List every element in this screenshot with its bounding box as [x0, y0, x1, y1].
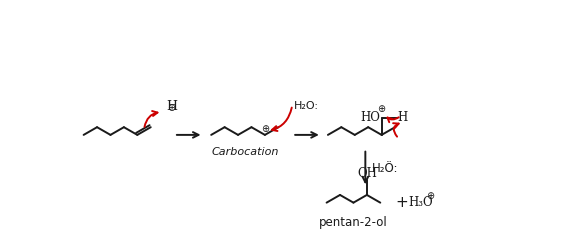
- Text: H₂O:: H₂O:: [294, 101, 319, 111]
- Text: ⊕: ⊕: [261, 124, 269, 135]
- Text: H: H: [166, 99, 177, 112]
- Text: Carbocation: Carbocation: [211, 147, 278, 157]
- Text: H: H: [397, 111, 408, 124]
- Text: H₂Ö:: H₂Ö:: [372, 161, 398, 174]
- Text: H₃O: H₃O: [408, 196, 433, 209]
- Text: pentan-2-ol: pentan-2-ol: [319, 216, 388, 229]
- Text: +: +: [396, 195, 408, 210]
- Text: HO: HO: [361, 111, 381, 124]
- Text: ⊕: ⊕: [168, 103, 176, 113]
- Text: OH: OH: [357, 167, 377, 180]
- Text: ⊕: ⊕: [377, 104, 386, 114]
- Text: ⊕: ⊕: [426, 192, 434, 201]
